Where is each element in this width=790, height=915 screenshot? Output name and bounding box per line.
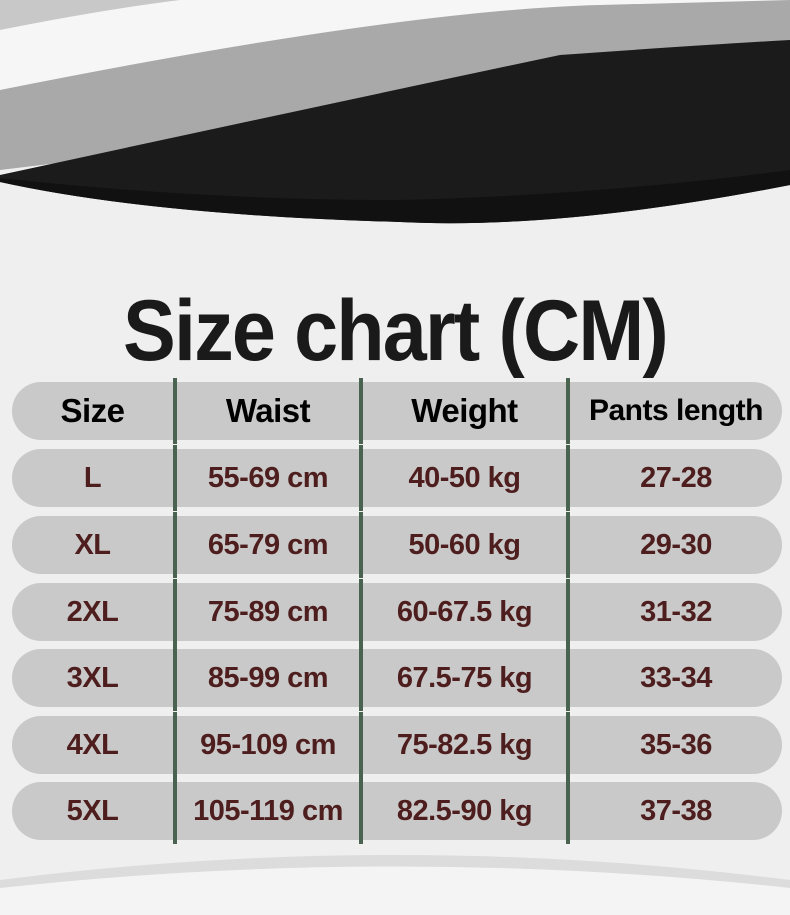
cell-pants-length: 37-38 bbox=[640, 794, 712, 827]
table-header-row: Size Waist Weight Pants length bbox=[12, 378, 782, 444]
column-divider bbox=[359, 579, 363, 645]
cell-size: 3XL bbox=[66, 661, 119, 694]
column-divider bbox=[173, 579, 177, 645]
cell-waist: 105-119 cm bbox=[193, 794, 343, 827]
cell-waist: 75-89 cm bbox=[207, 595, 329, 628]
cell-weight: 50-60 kg bbox=[408, 528, 521, 561]
table-row: L 55-69 cm 40-50 kg 27-28 bbox=[12, 445, 782, 511]
cell-pants-length: 31-32 bbox=[640, 595, 712, 628]
column-divider bbox=[566, 712, 570, 778]
table-row: XL 65-79 cm 50-60 kg 29-30 bbox=[12, 512, 782, 578]
header-size: Size bbox=[60, 392, 125, 429]
column-divider bbox=[359, 712, 363, 778]
column-divider bbox=[359, 645, 363, 711]
table-row: 2XL 75-89 cm 60-67.5 kg 31-32 bbox=[12, 579, 782, 645]
column-divider bbox=[566, 445, 570, 511]
column-divider bbox=[566, 579, 570, 645]
cell-waist: 85-99 cm bbox=[207, 661, 329, 694]
cell-size: 5XL bbox=[66, 794, 119, 827]
column-divider bbox=[359, 378, 363, 444]
cell-weight: 82.5-90 kg bbox=[396, 794, 533, 827]
header-weight: Weight bbox=[411, 392, 518, 429]
cell-waist: 65-79 cm bbox=[207, 528, 329, 561]
column-divider bbox=[173, 378, 177, 444]
cell-pants-length: 35-36 bbox=[640, 728, 712, 761]
bottom-fabric-edge bbox=[0, 855, 790, 915]
column-divider bbox=[566, 778, 570, 844]
column-divider bbox=[566, 378, 570, 444]
column-divider bbox=[359, 778, 363, 844]
column-divider bbox=[173, 512, 177, 578]
table-row: 4XL 95-109 cm 75-82.5 kg 35-36 bbox=[12, 712, 782, 778]
column-divider bbox=[359, 512, 363, 578]
column-divider bbox=[566, 645, 570, 711]
cell-pants-length: 29-30 bbox=[640, 528, 712, 561]
cell-pants-length: 27-28 bbox=[640, 461, 712, 494]
cell-weight: 60-67.5 kg bbox=[396, 595, 533, 628]
column-divider bbox=[566, 512, 570, 578]
table-row: 5XL 105-119 cm 82.5-90 kg 37-38 bbox=[12, 778, 782, 844]
column-divider bbox=[359, 445, 363, 511]
cell-waist: 95-109 cm bbox=[200, 728, 336, 761]
cell-size: 2XL bbox=[66, 595, 119, 628]
header-pants-length: Pants length bbox=[588, 394, 764, 427]
fabric-photo bbox=[0, 0, 790, 240]
column-divider bbox=[173, 778, 177, 844]
cell-waist: 55-69 cm bbox=[207, 461, 329, 494]
cell-size: 4XL bbox=[66, 728, 119, 761]
cell-pants-length: 33-34 bbox=[640, 661, 712, 694]
table-row: 3XL 85-99 cm 67.5-75 kg 33-34 bbox=[12, 645, 782, 711]
cell-size: L bbox=[83, 461, 102, 494]
cell-weight: 40-50 kg bbox=[408, 461, 521, 494]
cell-weight: 67.5-75 kg bbox=[396, 661, 533, 694]
header-waist: Waist bbox=[225, 392, 311, 429]
cell-weight: 75-82.5 kg bbox=[396, 728, 533, 761]
column-divider bbox=[173, 645, 177, 711]
cell-size: XL bbox=[74, 528, 111, 561]
column-divider bbox=[173, 712, 177, 778]
column-divider bbox=[173, 445, 177, 511]
page-title: Size chart (CM) bbox=[123, 283, 669, 379]
